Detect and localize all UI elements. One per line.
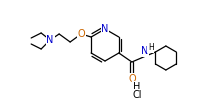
Text: N: N (141, 46, 149, 56)
Text: N: N (101, 24, 109, 34)
Text: Cl: Cl (132, 90, 142, 100)
Text: N: N (47, 35, 54, 45)
Text: H: H (148, 43, 154, 53)
Text: O: O (77, 29, 85, 39)
Text: O: O (128, 74, 136, 84)
Text: H: H (133, 82, 140, 92)
